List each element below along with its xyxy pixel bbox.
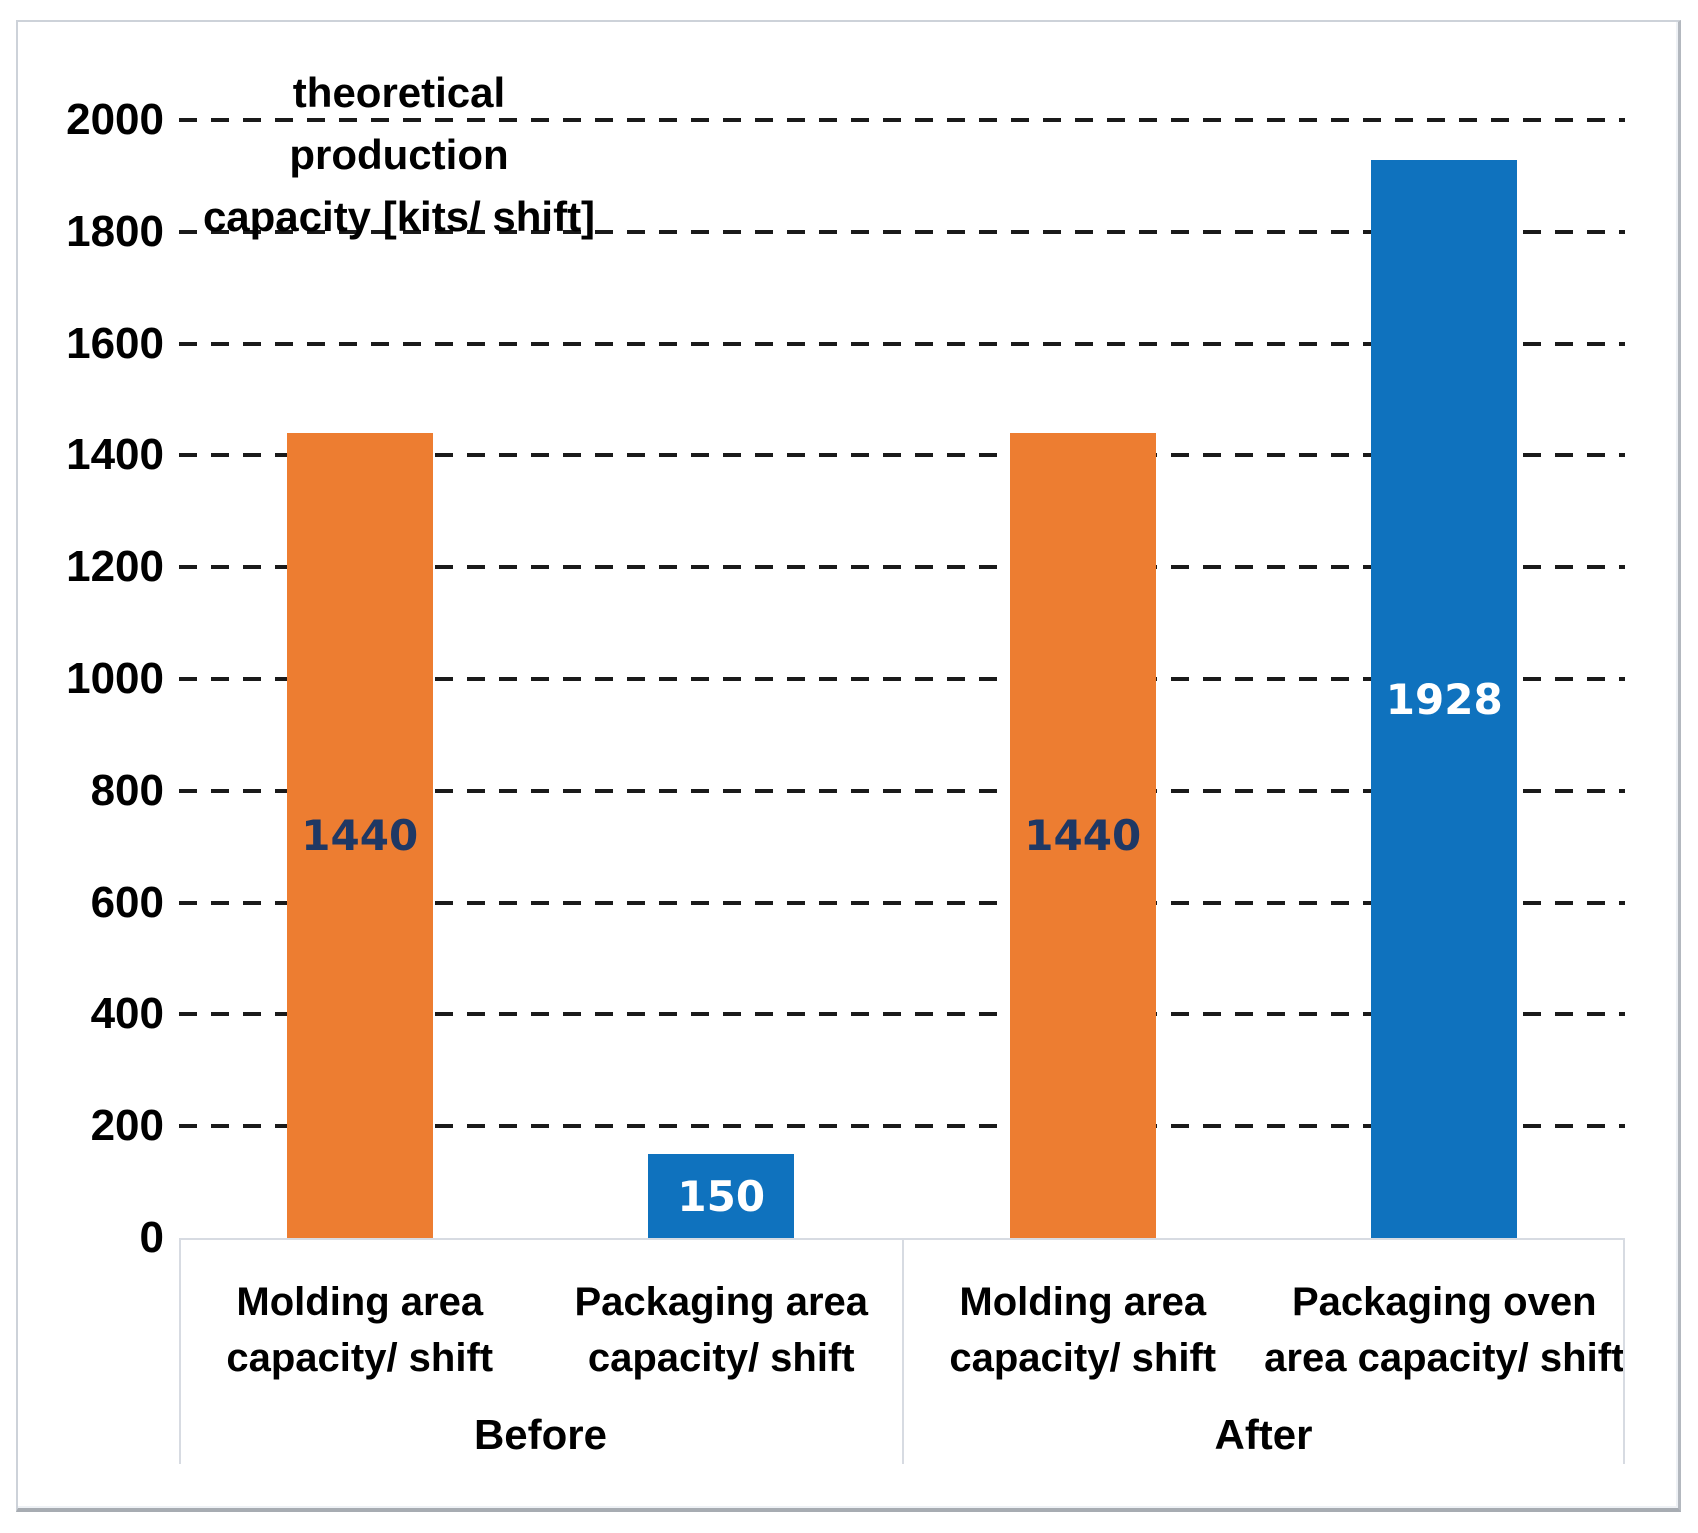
- bar-before-1: 150: [648, 1154, 795, 1238]
- bar-value-label: 150: [677, 1171, 766, 1221]
- y-tick-label-200: 200: [90, 1101, 164, 1151]
- chart-title: theoretical production capacity [kits/ s…: [179, 62, 619, 248]
- category-label-line: Packaging area: [574, 1280, 869, 1324]
- gridline-600: [179, 900, 1625, 905]
- gridline-800: [179, 788, 1625, 793]
- category-label-line: area capacity/ shift: [1264, 1336, 1625, 1380]
- bar-before-0: 1440: [286, 433, 433, 1238]
- y-tick-label-1600: 1600: [66, 318, 164, 368]
- gridline-200: [179, 1124, 1625, 1129]
- category-label-0: Molding area capacity/ shift: [170, 1274, 550, 1386]
- category-label-1: Packaging area capacity/ shift: [531, 1274, 911, 1386]
- gridline-400: [179, 1012, 1625, 1017]
- category-label-line: capacity/ shift: [226, 1336, 494, 1380]
- y-tick-label-1000: 1000: [66, 654, 164, 703]
- y-tick-label-1400: 1400: [66, 430, 164, 480]
- group-label-after: After: [1214, 1411, 1313, 1458]
- bar-after-2: 1440: [1009, 433, 1156, 1238]
- y-tick-label-2000: 2000: [66, 95, 164, 144]
- y-tick-label-0: 0: [139, 1213, 164, 1262]
- bar-value-label: 1440: [1024, 811, 1142, 860]
- category-label-line: Packaging oven: [1291, 1280, 1597, 1324]
- bar-after-3: 1928: [1371, 160, 1518, 1238]
- chart-title-line1: theoretical production: [289, 69, 509, 178]
- gridline-1800: [179, 229, 1625, 234]
- gridline-2000: [179, 118, 1625, 122]
- gridline-1200: [179, 565, 1625, 570]
- category-axis-divider-1: [902, 1238, 904, 1464]
- category-label-line: capacity/ shift: [587, 1336, 855, 1380]
- gridline-1400: [179, 453, 1625, 458]
- bar-value-label: 1928: [1385, 674, 1503, 724]
- category-axis-divider-0: [179, 1238, 181, 1464]
- chart-frame: theoretical production capacity [kits/ s…: [16, 20, 1681, 1512]
- gridline-1000: [179, 677, 1625, 681]
- category-axis-divider-2: [1623, 1238, 1625, 1464]
- category-label-line: capacity/ shift: [949, 1336, 1217, 1380]
- y-tick-label-600: 600: [90, 877, 164, 927]
- y-tick-label-400: 400: [90, 989, 164, 1039]
- bar-chart: theoretical production capacity [kits/ s…: [18, 22, 1678, 1508]
- chart-title-line2: capacity [kits/ shift]: [202, 193, 596, 240]
- bar-value-label: 1440: [301, 811, 419, 860]
- y-tick-label-1200: 1200: [66, 542, 164, 592]
- y-tick-label-1800: 1800: [66, 206, 164, 256]
- category-label-2: Molding area capacity/ shift: [893, 1274, 1273, 1386]
- group-label-before: Before: [473, 1411, 608, 1458]
- category-label-line: Molding area: [236, 1280, 484, 1324]
- category-label-3: Packaging oven area capacity/ shift: [1254, 1274, 1634, 1386]
- gridline-1600: [179, 341, 1625, 346]
- y-tick-label-800: 800: [90, 765, 164, 815]
- category-label-line: Molding area: [959, 1280, 1207, 1324]
